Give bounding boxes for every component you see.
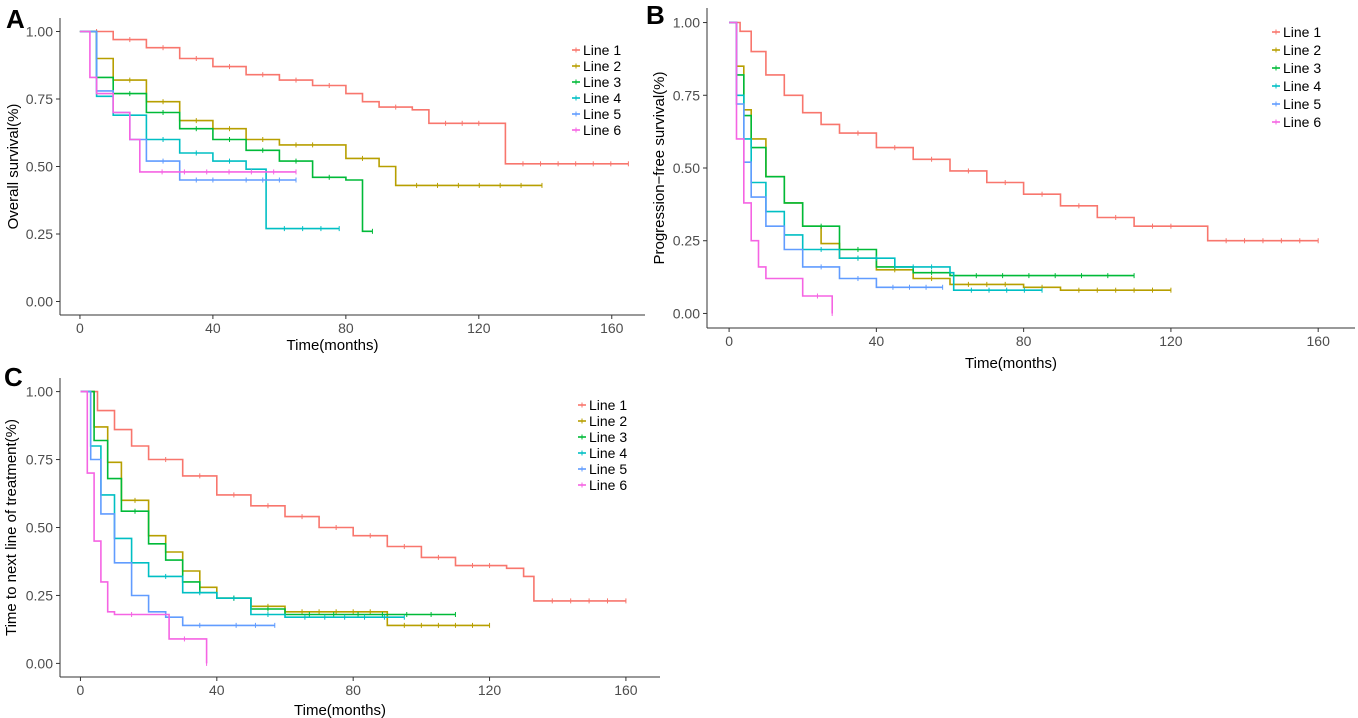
x-tick-label: 0 — [77, 682, 85, 698]
y-tick-label: 1.00 — [673, 15, 700, 31]
series-curve-line-3 — [729, 21, 1135, 277]
series-curve-line-4 — [79, 30, 340, 230]
x-tick-label: 160 — [614, 682, 638, 698]
y-tick-label: 0.50 — [26, 520, 53, 536]
panel-letter: C — [4, 362, 23, 392]
x-tick-label: 120 — [478, 682, 502, 698]
legend-label: Line 5 — [589, 461, 627, 477]
legend-label: Line 5 — [1283, 96, 1321, 112]
x-tick-label: 120 — [467, 320, 491, 336]
panel-a: A 0 40 80 120 160 0.00 0.25 0.50 0.75 1.00 Time(mon… — [5, 4, 645, 354]
series-curve-line-5 — [79, 30, 296, 181]
legend-label: Line 4 — [589, 445, 627, 461]
series-curve-line-5 — [80, 390, 275, 627]
x-tick-label: 40 — [209, 682, 225, 698]
y-axis-title: Overall survival(%) — [5, 104, 22, 230]
x-tick-label: 80 — [1016, 333, 1032, 349]
y-tick-label: 0.25 — [26, 587, 53, 603]
y-axis-title: Time to next line of treatment(%) — [3, 419, 20, 636]
series-curve-line-6 — [79, 30, 296, 173]
series-curve-line-1 — [79, 30, 629, 165]
legend-label: Line 4 — [583, 90, 621, 106]
y-tick-label: 1.00 — [26, 384, 53, 400]
y-tick-label: 0.75 — [26, 91, 53, 107]
y-tick-label: 0.75 — [673, 87, 700, 103]
x-axis-title: Time(months) — [965, 355, 1057, 372]
y-tick-label: 0.00 — [673, 305, 700, 321]
legend-label: Line 2 — [1283, 42, 1321, 58]
series-curve-line-4 — [729, 21, 1042, 291]
y-tick-label: 1.00 — [26, 24, 53, 40]
y-tick-label: 0.50 — [26, 159, 53, 175]
series-curve-line-4 — [80, 390, 405, 618]
legend-label: Line 1 — [589, 397, 627, 413]
y-tick-label: 0.50 — [673, 160, 700, 176]
legend-label: Line 3 — [583, 74, 621, 90]
panel-b: B 0 40 80 120 160 0.00 0.25 0.50 0.75 1.00 Time(mon… — [646, 0, 1355, 372]
series-curve-line-2 — [79, 30, 542, 187]
panel-letter: A — [6, 4, 25, 34]
y-tick-label: 0.00 — [26, 655, 53, 671]
x-tick-label: 40 — [205, 320, 221, 336]
x-tick-label: 0 — [76, 320, 84, 336]
legend-label: Line 1 — [1283, 24, 1321, 40]
series-curve-line-5 — [729, 21, 943, 289]
x-tick-label: 80 — [338, 320, 354, 336]
legend-label: Line 3 — [589, 429, 627, 445]
panel-c: C 0 40 80 120 160 0.00 0.25 0.50 0.75 1.00 Time(mon… — [3, 362, 660, 718]
y-tick-label: 0.75 — [26, 452, 53, 468]
series-curve-line-3 — [80, 390, 456, 616]
x-tick-label: 120 — [1159, 333, 1183, 349]
series-curve-line-3 — [79, 30, 373, 233]
legend-label: Line 6 — [1283, 114, 1321, 130]
legend-label: Line 3 — [1283, 60, 1321, 76]
y-axis-title: Progression−free survival(%) — [651, 72, 668, 265]
x-tick-label: 80 — [345, 682, 361, 698]
series-curve-line-1 — [729, 21, 1319, 242]
series-curve-line-6 — [729, 21, 833, 314]
legend-label: Line 6 — [583, 122, 621, 138]
y-tick-label: 0.25 — [26, 226, 53, 242]
legend-label: Line 5 — [583, 106, 621, 122]
x-tick-label: 40 — [869, 333, 885, 349]
legend: Line 1 Line 2 Line 3 Line 4 Line 5 Line 6 — [1272, 24, 1321, 130]
legend-label: Line 2 — [583, 58, 621, 74]
legend-label: Line 2 — [589, 413, 627, 429]
panel-letter: B — [646, 0, 665, 30]
x-tick-label: 160 — [600, 320, 624, 336]
legend-label: Line 1 — [583, 42, 621, 58]
legend-label: Line 4 — [1283, 78, 1321, 94]
x-axis-title: Time(months) — [294, 702, 386, 718]
y-tick-label: 0.25 — [673, 233, 700, 249]
series-curve-line-1 — [80, 390, 626, 602]
x-tick-label: 160 — [1307, 333, 1331, 349]
series-curve-line-6 — [80, 390, 208, 664]
y-tick-label: 0.00 — [26, 294, 53, 310]
x-axis-title: Time(months) — [287, 337, 379, 354]
legend-label: Line 6 — [589, 477, 627, 493]
x-tick-label: 0 — [725, 333, 733, 349]
